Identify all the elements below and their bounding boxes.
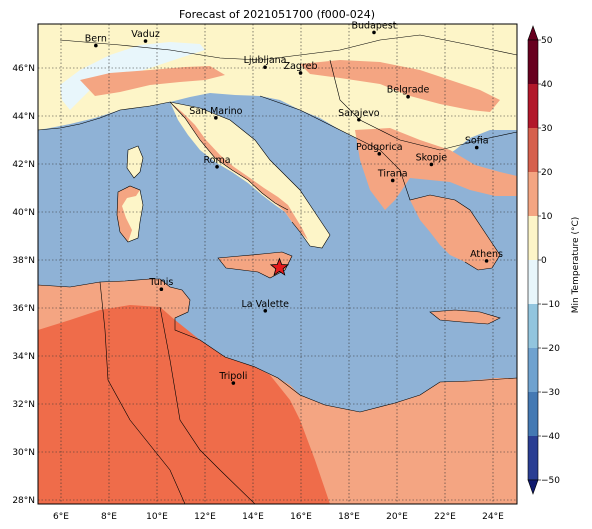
city-dot [390, 178, 395, 183]
city-dot [357, 117, 361, 122]
africa-land-hot [38, 305, 330, 504]
city-label: Sarajevo [338, 108, 380, 119]
x-tick-label: 22°E [434, 512, 456, 522]
y-tick-label: 46°N [12, 64, 35, 74]
graticule [38, 24, 517, 504]
city-label: Tunis [148, 277, 173, 288]
colorbar-label: Min Temperature (°C) [571, 217, 581, 314]
colorbar-tick-label: 30 [541, 124, 553, 134]
greece-land [410, 195, 500, 270]
city-label: Tirana [377, 168, 408, 179]
city-dot [263, 309, 268, 313]
colorbar-tick-label: 0 [541, 256, 547, 266]
city-label: Skopje [416, 152, 448, 163]
city-dot [429, 162, 434, 167]
colorbar-segment [528, 172, 538, 216]
city-dot [159, 287, 164, 292]
colorbar-segment [528, 260, 538, 304]
city-dot [406, 94, 410, 99]
italy-west-warm [170, 102, 308, 240]
y-tick-label: 32°N [12, 400, 35, 410]
colorbar-segment [528, 392, 538, 436]
colorbar-tick-label: 40 [541, 80, 553, 90]
location-star-icon [269, 257, 290, 276]
y-tick-label: 28°N [12, 496, 35, 506]
city-dot [372, 30, 376, 35]
x-tick-label: 6°E [53, 512, 69, 522]
colorbar-tick-label: −30 [541, 388, 560, 398]
colorbar-segment [528, 128, 538, 172]
x-tick-label: 18°E [338, 512, 360, 522]
city-label: Tripoli [218, 371, 247, 382]
x-tick-label: 24°E [482, 512, 504, 522]
colorbar-extend-min [527, 479, 539, 495]
colorbar-extend-max [527, 25, 539, 41]
city-dot [484, 259, 489, 263]
y-tick-label: 42°N [12, 160, 35, 170]
y-tick-label: 30°N [12, 448, 35, 458]
colorbar-tick-label: −50 [541, 476, 560, 486]
colorbar-tick-label: −40 [541, 432, 560, 442]
city-label: Budapest [352, 20, 397, 31]
city-label: Podgorica [356, 142, 403, 153]
po-valley-warm [80, 66, 225, 96]
alps-snow [60, 42, 205, 110]
colorbar-segment [528, 436, 538, 480]
colorbar: 50 40 30 20 10 0 −10 −20 −30 −40 −50 [527, 25, 560, 495]
city-label: Athens [470, 249, 503, 260]
city-label: La Valette [242, 299, 290, 310]
balkan-warm-1 [300, 60, 500, 112]
colorbar-tick-label: −10 [541, 300, 560, 310]
colorbar-segment [528, 216, 538, 260]
colorbar-tick-label: 10 [541, 212, 553, 222]
y-tick-label: 36°N [12, 304, 35, 314]
map-frame [37, 23, 518, 505]
corsica-land [127, 146, 143, 178]
map-area [38, 24, 517, 504]
city-label: Roma [204, 155, 231, 166]
city-dot [377, 152, 382, 156]
city-label: Zagreb [284, 61, 318, 72]
x-tick-label: 20°E [386, 512, 408, 522]
colorbar-segment [528, 348, 538, 392]
sardinia-warm [117, 186, 140, 242]
city-dot [298, 71, 303, 75]
chart-title: Forecast of 2021051700 (f000-024) [179, 8, 375, 21]
colorbar-tick-label: 50 [541, 36, 553, 46]
city-label: Belgrade [387, 85, 430, 96]
colorbar-tick-label: 20 [541, 168, 553, 178]
city-label: Ljubljana [244, 55, 287, 66]
x-tick-label: 8°E [101, 512, 117, 522]
balkan-warm-2 [355, 128, 517, 210]
city-dot [214, 116, 218, 120]
y-tick-label: 38°N [12, 256, 35, 266]
colorbar-segment [528, 84, 538, 128]
city-label: Bern [85, 34, 107, 45]
y-tick-label: 40°N [12, 208, 35, 218]
y-axis: 46°N 44°N 42°N 40°N 38°N 36°N 34°N 32°N … [12, 64, 35, 506]
y-tick-label: 44°N [12, 112, 35, 122]
coastlines [38, 34, 517, 504]
x-tick-label: 16°E [290, 512, 312, 522]
city-dot [143, 39, 148, 43]
city-dot [231, 381, 236, 385]
colorbar-segment [528, 304, 538, 348]
city-dot [474, 145, 479, 150]
x-tick-label: 14°E [242, 512, 264, 522]
city-label: San Marino [189, 106, 242, 117]
sicily-land [218, 252, 292, 278]
city-label: Sofia [465, 136, 489, 147]
x-axis: 6°E 8°E 10°E 12°E 14°E 16°E 18°E 20°E 22… [53, 512, 504, 522]
city-dot [263, 65, 267, 69]
city-dot [94, 43, 98, 48]
colorbar-tick-label: −20 [541, 344, 560, 354]
x-tick-label: 10°E [146, 512, 168, 522]
x-tick-label: 12°E [194, 512, 216, 522]
city-dot [215, 165, 219, 169]
colorbar-segment [528, 40, 538, 84]
y-tick-label: 34°N [12, 352, 35, 362]
city-label: Vaduz [131, 29, 160, 40]
